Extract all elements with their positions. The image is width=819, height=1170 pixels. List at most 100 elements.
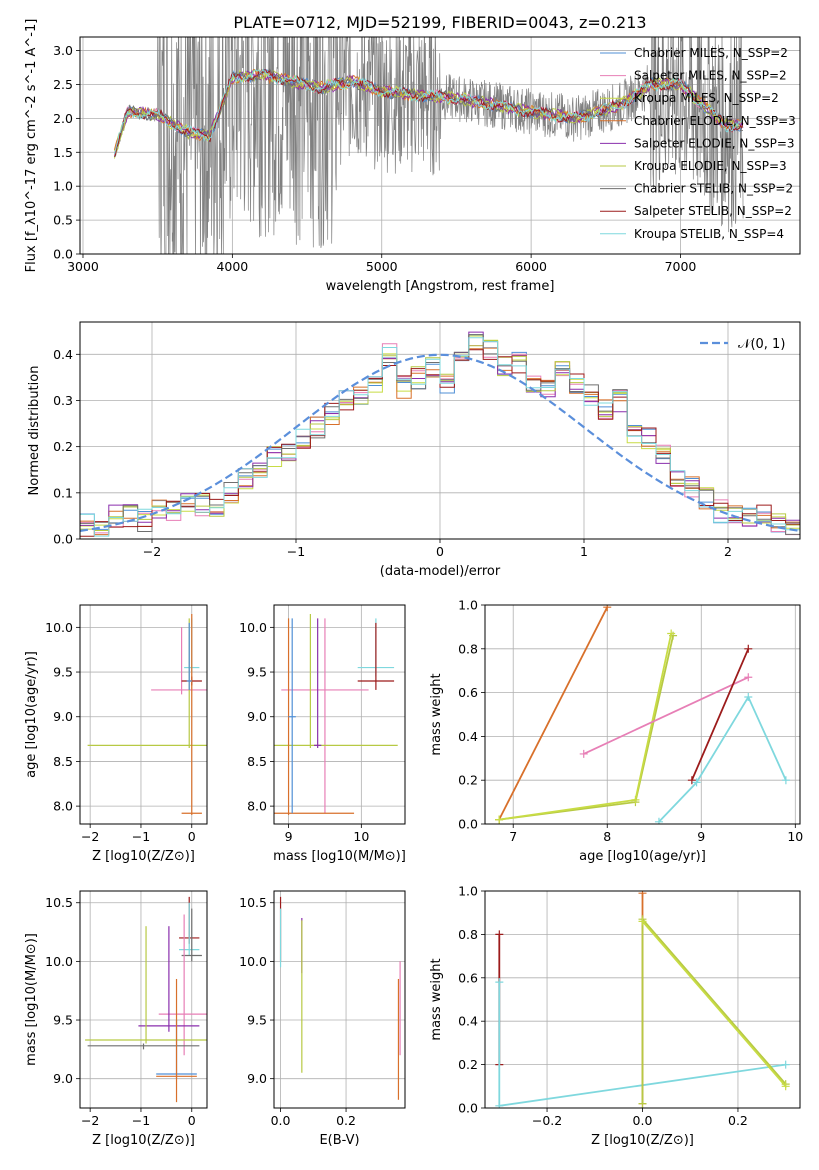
axes-frame [79, 604, 208, 825]
tick-label-y: 9.5 [53, 1013, 73, 1028]
tick-label-y: 10.5 [239, 895, 267, 910]
x-axis-label: Z [log10(Z/Z⊙)] [92, 849, 195, 864]
series-line-chabrier_elodie [498, 606, 609, 821]
line-plot-mass-weight-vs-age [495, 605, 790, 824]
y-axis-label: mass weight [429, 673, 444, 755]
tick-label-y: 0.0 [53, 247, 73, 262]
tick-label-y: 0.3 [53, 393, 73, 408]
series-marker [495, 930, 504, 939]
tick-label-y: 10.0 [239, 954, 267, 969]
series-marker [744, 673, 753, 682]
series-line-salpeter_stelib [691, 648, 750, 781]
axes-frame [484, 604, 801, 825]
x-axis-label: age [log10(age/yr)] [579, 849, 706, 864]
legend-label: Chabrier STELIB, N_SSP=2 [634, 182, 793, 196]
series-line-kroupa_miles [641, 920, 787, 1087]
series-marker [692, 778, 701, 787]
series-marker [781, 1082, 790, 1091]
tick-label-x: 0 [188, 1113, 196, 1128]
tick-label-y: 10.5 [45, 895, 73, 910]
tick-label-y: 0.4 [53, 347, 73, 362]
tick-label-x: 9 [285, 829, 293, 844]
tick-label-x: 0.2 [336, 1113, 356, 1128]
figure-title: PLATE=0712, MJD=52199, FIBERID=0043, z=0… [233, 13, 646, 32]
tick-label-x: 4000 [216, 259, 248, 274]
legend-label: Salpeter ELODIE, N_SSP=3 [634, 136, 795, 150]
series-marker [638, 917, 647, 926]
x-axis-label: (data-model)/error [380, 564, 501, 579]
series-line-salpeter_miles [583, 676, 749, 755]
tick-label-y: 9.0 [247, 1071, 267, 1086]
x-axis-label: Z [log10(Z/Z⊙)] [92, 1133, 195, 1148]
spectrum-model-line-kroupa_stelib [113, 69, 744, 155]
errorbar-plot-mass-vs-metallicity [85, 896, 207, 1103]
tick-label-x: −1 [132, 829, 150, 844]
y-axis-label: mass [log10(M/M⊙)] [24, 933, 39, 1066]
tick-label-y: 9.0 [53, 1071, 73, 1086]
tick-label-y: 8.0 [53, 799, 73, 814]
errorbar-plot-age-vs-mass [274, 613, 398, 816]
tick-label-x: 0 [188, 829, 196, 844]
tick-label-x: 3000 [67, 259, 99, 274]
tick-label-y: 0.1 [53, 485, 73, 500]
tick-label-x: 6000 [515, 259, 547, 274]
tick-label-y: 0.8 [458, 641, 478, 656]
series-marker [631, 795, 640, 804]
errorbar-plot-age-vs-metallicity [87, 613, 207, 816]
legend-label: Salpeter STELIB, N_SSP=2 [634, 204, 792, 218]
axes-frame [273, 604, 406, 825]
legend-label: 𝒩(0, 1) [738, 337, 785, 352]
series-marker [638, 1099, 647, 1108]
series-marker [667, 629, 676, 638]
tick-label-x: −1 [287, 544, 305, 559]
tick-label-x: 0.2 [728, 1113, 748, 1128]
tick-label-y: 0.2 [458, 1057, 478, 1072]
series-marker [781, 1060, 790, 1069]
series-marker [603, 605, 612, 612]
tick-label-y: 8.5 [247, 754, 267, 769]
y-axis-label: mass weight [429, 958, 444, 1040]
axes-frame [79, 36, 801, 255]
tick-label-x: 2 [724, 544, 732, 559]
tick-label-y: 0.2 [53, 439, 73, 454]
series-marker [638, 891, 647, 898]
errorbar-plot-mass-vs-ebv [279, 896, 401, 1100]
legend-label: Kroupa STELIB, N_SSP=4 [634, 227, 784, 241]
tick-label-y: 1.5 [53, 145, 73, 160]
tick-label-y: 8.5 [53, 754, 73, 769]
tick-label-x: 10 [353, 829, 369, 844]
series-marker [579, 749, 588, 758]
axes-age-vs-mass: 9 10 8.0 8.5 9.0 9.5 10.0 mass [log10(M/M⊙)] [239, 605, 406, 864]
tick-label-y: 0.8 [458, 927, 478, 942]
spectrum-plot [113, 37, 744, 254]
axes-residual-histogram: −2 −1 0 1 2 0.0 0.1 0.2 0.3 0.4 (data-model)/error… [27, 322, 800, 579]
tick-label-y: 1.0 [458, 598, 478, 613]
series-marker [495, 815, 504, 824]
axes-frame [484, 890, 801, 1109]
tick-label-x: −2 [81, 1113, 99, 1128]
tick-label-x: 1 [580, 544, 588, 559]
tick-label-y: 0.2 [458, 773, 478, 788]
tick-label-y: 0.0 [53, 532, 73, 547]
series-line-kroupa_stelib [658, 695, 787, 823]
y-axis-label: age [log10(age/yr)] [24, 651, 39, 778]
histogram-plot [80, 331, 800, 537]
line-plot-mass-weight-vs-metallicity [495, 891, 790, 1108]
spectrum-model-line-chabrier_stelib [114, 68, 744, 158]
axes-frame [273, 890, 406, 1109]
y-axis-label: Flux [f_λ10^-17 erg cm^-2 s^-1 A^-1] [24, 19, 39, 273]
tick-label-y: 1.0 [458, 884, 478, 899]
axes-age-vs-metallicity: −2 −1 0 8.0 8.5 9.0 9.5 10.0 Z [log10(Z/Z⊙)] age … [24, 605, 207, 864]
tick-label-y: 10.0 [239, 620, 267, 635]
tick-label-y: 2.0 [53, 111, 73, 126]
axes-frame [79, 321, 801, 540]
tick-label-x: 7000 [665, 259, 697, 274]
legend-label: Chabrier ELODIE, N_SSP=3 [634, 114, 796, 128]
tick-label-y: 2.5 [53, 77, 73, 92]
tick-label-y: 0.5 [53, 213, 73, 228]
legend-label: Chabrier MILES, N_SSP=2 [634, 46, 788, 60]
x-axis-label: Z [log10(Z/Z⊙)] [591, 1133, 694, 1148]
axes-frame [79, 890, 208, 1109]
series-marker [654, 817, 663, 824]
tick-label-y: 1.0 [53, 179, 73, 194]
